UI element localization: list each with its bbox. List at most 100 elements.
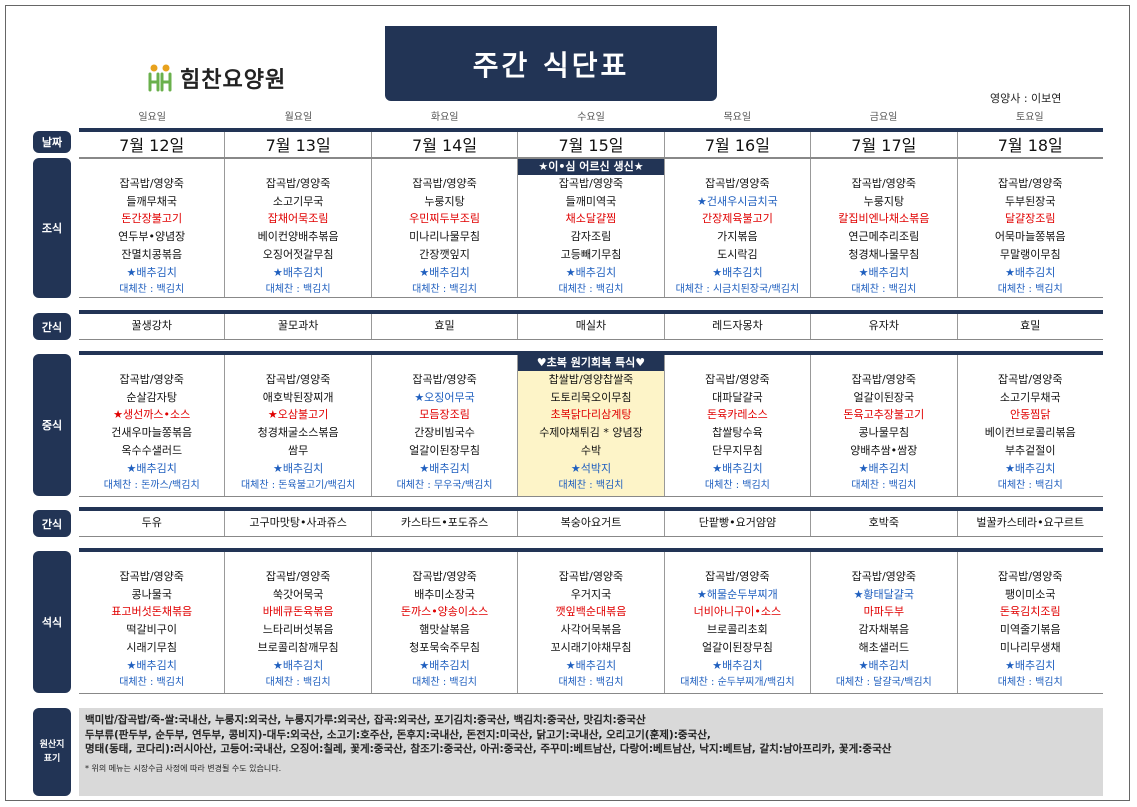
snack-item: 효밀 bbox=[1020, 319, 1041, 332]
menu-item: 베이컨양배추볶음 bbox=[257, 230, 339, 244]
day-cell: 잡곡밥/영양죽 들깨무채국 돈간장불고기 연두부•양념장 잔멸치콩볶음 ★배추김치 대체찬 … bbox=[79, 159, 226, 297]
menu-item: 어묵마늘쫑볶음 bbox=[994, 230, 1066, 244]
day-cell: 7월 14일 bbox=[372, 132, 519, 157]
divider-bar bbox=[79, 507, 1103, 511]
menu-item: ★배추김치 bbox=[1005, 265, 1056, 279]
day-cell: 두유 bbox=[79, 511, 226, 536]
snack-item: 카스타드•포도쥬스 bbox=[400, 516, 489, 529]
day-cell: 잡곡밥/영양죽 우거지국 깻잎백순대볶음 사각어묵볶음 꼬시래기야채무침 ★배추김치 대체찬… bbox=[518, 552, 665, 693]
snack-item: 효밀 bbox=[434, 319, 455, 332]
substitute-item: 대체찬 : 백김치 bbox=[412, 284, 478, 296]
menu-item: 팽이미소국 bbox=[1004, 587, 1056, 601]
menu-item: 얼갈이된장무침 bbox=[409, 443, 480, 457]
day-cell: 잡곡밥/영양죽 배추미소장국 돈까스•양송이소스 햄맛살볶음 청포묵숙주무침 ★배추김치 대… bbox=[372, 552, 519, 693]
date-label: 7월 17일 bbox=[851, 136, 917, 155]
menu-item: 미역줄기볶음 bbox=[999, 623, 1061, 637]
menu-item: 쑥갓어묵국 bbox=[272, 587, 324, 601]
menu-item: 채소달걀찜 bbox=[565, 212, 617, 226]
menu-item: 잡채어묵조림 bbox=[267, 212, 329, 226]
menu-item: ★건새우시금치국 bbox=[697, 194, 778, 208]
menu-item: 무말랭이무침 bbox=[999, 247, 1061, 261]
menu-item: ★생선까스•소스 bbox=[113, 408, 191, 422]
date-label: 7월 18일 bbox=[997, 136, 1063, 155]
menu-item: 누룽지탕 bbox=[424, 194, 465, 208]
day-cell: 유자차 bbox=[811, 314, 958, 339]
section-label-date: 날짜 bbox=[33, 131, 71, 153]
logo-text: 힘찬요양원 bbox=[180, 68, 287, 93]
day-cell: 잡곡밥/영양죽 쑥갓어묵국 바베큐돈육볶음 느타리버섯볶음 브로콜리참깨무침 ★배추김치 대… bbox=[225, 552, 372, 693]
substitute-item: 대체찬 : 무우국/백김치 bbox=[396, 480, 493, 492]
date-label: 7월 16일 bbox=[704, 136, 770, 155]
menu-item: 잡곡밥/영양죽 bbox=[119, 570, 184, 583]
day-label: 화요일 bbox=[430, 112, 459, 123]
origin-line: 두부류(판두부, 순두부, 연두부, 콩비지)-대두:외국산, 소고기:호주산,… bbox=[85, 728, 711, 741]
menu-item: 간장비빔국수 bbox=[414, 426, 475, 440]
day-label: 수요일 bbox=[577, 112, 605, 123]
day-cell: 고구마맛탕•사과쥬스 bbox=[225, 511, 372, 536]
day-cell: 잡곡밥/영양죽 소고기무국 잡채어묵조림 베이컨양배추볶음 오징어젓갈무침 ★배추김치 대체… bbox=[225, 159, 372, 297]
menu-item: ★배추김치 bbox=[1005, 658, 1056, 672]
divider-bar bbox=[79, 351, 1103, 355]
menu-item: 사각어묵볶음 bbox=[560, 623, 622, 637]
origin-info: 백미밥/잡곡밥/죽-쌀:국내산, 누룽지:외국산, 누룽지가루:외국산, 잡곡:… bbox=[79, 708, 1103, 796]
day-cell: 잡곡밥/영양죽 순살감자탕 ★생선까스•소스 건새우마늘쫑볶음 옥수수샐러드 ★배추김치 대… bbox=[79, 355, 226, 496]
menu-item: 돈육김치조림 bbox=[999, 605, 1061, 619]
menu-item: ★배추김치 bbox=[712, 658, 763, 672]
dinner-row: 잡곡밥/영양죽 콩나물국 표고버섯돈채볶음 떡갈비구이 시래기무침 ★배추김치 대체찬 : … bbox=[79, 552, 1103, 694]
menu-item: 콩나물무침 bbox=[858, 426, 910, 440]
day-label: 일요일 bbox=[138, 112, 166, 123]
menu-item: ★배추김치 bbox=[419, 461, 470, 475]
substitute-item: 대체찬 : 백김치 bbox=[997, 480, 1063, 492]
section-label-lunch: 중식 bbox=[33, 354, 71, 496]
day-cell: 잡곡밥/영양죽 ★건새우시금치국 간장제육불고기 가지볶음 도시락김 ★배추김치 대체찬 :… bbox=[665, 159, 812, 297]
menu-item: 모듬장조림 bbox=[419, 408, 470, 422]
menu-item: 도토리묵오이무침 bbox=[550, 390, 632, 404]
day-cell: 매실차 bbox=[518, 314, 665, 339]
menu-item: ★배추김치 bbox=[712, 265, 763, 279]
day-cell: 7월 12일 bbox=[79, 132, 226, 157]
menu-item: ★배추김치 bbox=[272, 461, 324, 475]
menu-item: ★배추김치 bbox=[272, 658, 324, 672]
day-cell: 복숭아요거트 bbox=[518, 511, 665, 536]
menu-item: 감자채볶음 bbox=[858, 623, 910, 637]
menu-item: 잡곡밥/영양죽 bbox=[998, 177, 1063, 190]
menu-item: 쌈무 bbox=[288, 443, 309, 457]
day-cell: 벌꿀카스테라•요구르트 bbox=[958, 511, 1103, 536]
substitute-item: 대체찬 : 백김치 bbox=[265, 284, 331, 296]
day-label: 목요일 bbox=[723, 112, 752, 123]
menu-item: ★배추김치 bbox=[126, 461, 177, 475]
day-cell: 잡곡밥/영양죽 얼갈이된장국 돈육고추장불고기 콩나물무침 양배추쌈•쌈장 ★배추김치 대체… bbox=[811, 355, 958, 496]
menu-item: 초복닭다리삼계탕 bbox=[550, 408, 632, 422]
menu-item: 간장깻잎지 bbox=[419, 247, 470, 261]
snack-item: 고구마맛탕•사과쥬스 bbox=[249, 516, 347, 529]
snack-item: 복숭아요거트 bbox=[560, 516, 622, 529]
menu-sheet: 힘찬요양원 bbox=[5, 5, 1130, 801]
menu-item: 너비아니구이•소스 bbox=[693, 605, 782, 619]
date-label: 7월 14일 bbox=[412, 136, 478, 155]
menu-item: 콩나물국 bbox=[131, 587, 172, 601]
day-label: 금요일 bbox=[869, 112, 898, 123]
title-banner: 주간 식단표 bbox=[385, 26, 717, 101]
menu-item: ★배추김치 bbox=[858, 658, 909, 672]
menu-item: 청경채굴소스볶음 bbox=[257, 426, 339, 440]
nutritionist: 영양사 : 이보연 bbox=[990, 92, 1062, 105]
substitute-item: 대체찬 : 백김치 bbox=[558, 284, 624, 296]
substitute-item: 대체찬 : 돈육불고기/백김치 bbox=[240, 480, 356, 492]
page-title: 주간 식단표 bbox=[472, 48, 630, 82]
day-cell: 잡곡밥/영양죽 두부된장국 달걀장조림 어묵마늘쫑볶음 무말랭이무침 ★배추김치 대체찬 :… bbox=[958, 159, 1103, 297]
day-cell: 효밀 bbox=[372, 314, 519, 339]
menu-item: 꼬시래기야채무침 bbox=[550, 640, 632, 654]
menu-item: 돈까스•양송이소스 bbox=[400, 605, 489, 619]
menu-item: 소고기무채국 bbox=[999, 390, 1061, 404]
day-cell: 꿀모과차 bbox=[225, 314, 372, 339]
menu-item: 잡곡밥/영양죽 bbox=[119, 373, 184, 386]
menu-item: 달걀장조림 bbox=[1004, 212, 1056, 226]
snack1-row: 꿀생강차 꿀모과차 효밀 매실차 레드자몽차 유자차 효밀 bbox=[79, 314, 1103, 340]
menu-item: 대파달걀국 bbox=[712, 390, 763, 404]
day-cell: 7월 18일 bbox=[958, 132, 1103, 157]
menu-item: ★배추김치 bbox=[858, 265, 909, 279]
menu-item: 잡곡밥/영양죽 bbox=[705, 373, 770, 386]
substitute-item: 대체찬 : 백김치 bbox=[997, 284, 1063, 296]
special-banner: ★이•심 어르신 생신★ bbox=[518, 159, 664, 175]
section-label-origin: 원산지 표기 bbox=[33, 708, 71, 796]
